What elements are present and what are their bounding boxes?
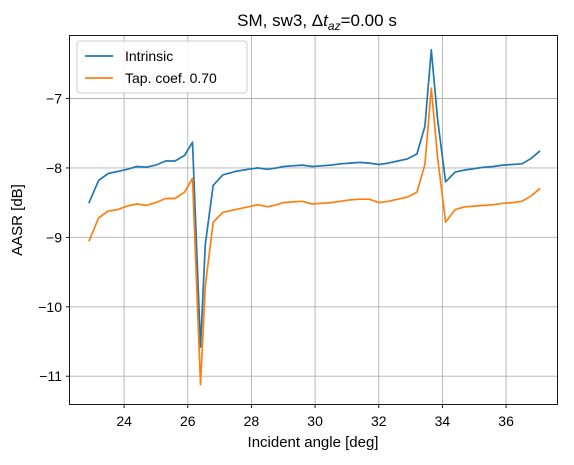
y-tick-label: −7 [46, 90, 62, 106]
y-tick-label: −8 [46, 160, 62, 176]
x-tick-label: 24 [116, 413, 132, 429]
legend-box [76, 40, 248, 94]
legend-label-tapered: Tap. coef. 0.70 [125, 70, 217, 86]
series-line-intrinsic [88, 49, 541, 348]
series-line-tapered [88, 87, 541, 386]
y-tick-label: −10 [38, 299, 62, 315]
legend-label-intrinsic: Intrinsic [125, 48, 173, 64]
chart-title-symbol: t [323, 11, 329, 30]
x-axis-label: Incident angle [deg] [248, 434, 379, 451]
chart-title-suffix: =0.00 s [341, 11, 397, 30]
x-tick-label: 32 [371, 413, 387, 429]
series-layer [88, 49, 541, 386]
chart-title: SM, sw3, Δtaz=0.00 s [237, 11, 397, 33]
x-tick-label: 36 [498, 413, 514, 429]
x-tick-label: 26 [180, 413, 196, 429]
axis-ticks: 24 26 28 30 32 34 36 −11 −10 −9 −8 −7 [38, 90, 514, 429]
plot-frame [69, 35, 558, 405]
y-tick-label: −9 [46, 229, 62, 245]
x-tick-label: 34 [435, 413, 451, 429]
y-tick-label: −11 [39, 368, 62, 384]
x-tick-label: 30 [307, 413, 323, 429]
chart-title-subscript: az [328, 19, 341, 33]
x-tick-label: 28 [244, 413, 260, 429]
chart-title-prefix: SM, sw3, Δ [237, 11, 323, 30]
legend: Intrinsic Tap. coef. 0.70 [76, 40, 248, 94]
y-axis-label: AASR [dB] [9, 184, 26, 256]
